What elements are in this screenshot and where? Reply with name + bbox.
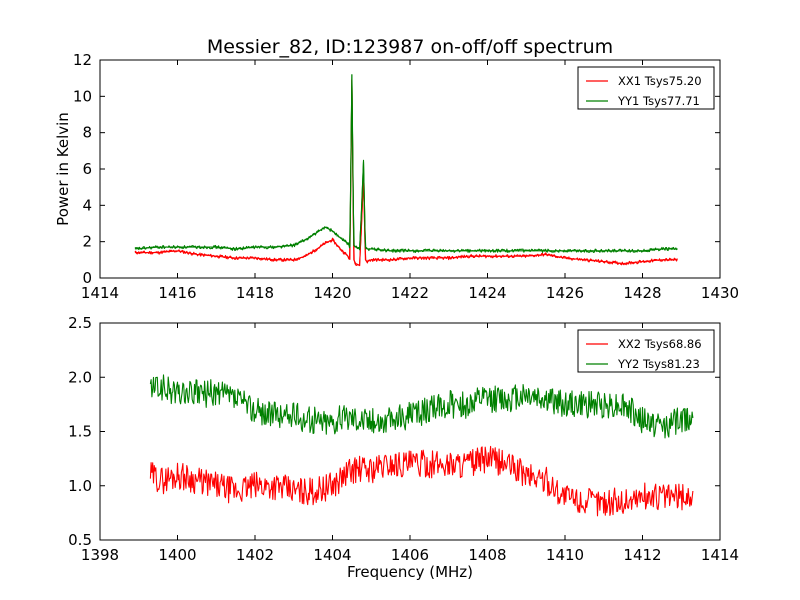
- y-tick-label: 0.5: [68, 531, 92, 549]
- legend-box: [577, 329, 715, 373]
- x-tick-label: 1424: [468, 284, 506, 302]
- figure-title: Messier_82, ID:123987 on-off/off spectru…: [207, 36, 613, 58]
- legend-entry: XX2 Tsys68.86: [618, 337, 702, 351]
- bottom-spectrum-panel: 1398 1400 1402 1404 1406 1408 1410 1412 1414 0.5 1…: [68, 314, 739, 581]
- y-tick-label: 2.5: [68, 314, 92, 332]
- y-tick-label: 1.5: [68, 423, 92, 441]
- y-tick-label: 10: [73, 87, 92, 105]
- series-peak-line-1: [134, 74, 678, 252]
- y-tick-label: 4: [82, 196, 92, 214]
- legend: XX1 Tsys75.20 YY1 Tsys77.71: [577, 66, 715, 110]
- legend-entry: XX1 Tsys75.20: [618, 74, 702, 88]
- y-tick-label: 2: [82, 233, 92, 251]
- x-tick-label: 1402: [236, 546, 274, 564]
- y-tick-label: 8: [82, 124, 92, 142]
- legend-entry: YY1 Tsys77.71: [617, 94, 700, 108]
- x-tick-label: 1404: [313, 546, 351, 564]
- x-tick-label: 1430: [701, 284, 739, 302]
- x-axis-label: Frequency (MHz): [347, 563, 473, 581]
- x-tick-label: 1426: [546, 284, 584, 302]
- y-tick-label: 0: [82, 269, 92, 287]
- x-tick-label: 1414: [701, 546, 739, 564]
- series-line-yy2-tsys81-23: [149, 374, 694, 439]
- x-tick-label: 1418: [236, 284, 274, 302]
- legend-entry: YY2 Tsys81.23: [617, 357, 700, 371]
- x-tick-label: 1410: [546, 546, 584, 564]
- x-tick-label: 1414: [81, 284, 119, 302]
- x-tick-label: 1422: [391, 284, 429, 302]
- legend-box: [577, 66, 715, 110]
- legend: XX2 Tsys68.86 YY2 Tsys81.23: [577, 329, 715, 373]
- x-tick-label: 1406: [391, 546, 429, 564]
- y-tick-label: 1.0: [68, 477, 92, 495]
- y-tick-label: 6: [82, 160, 92, 178]
- y-tick-label: 2.0: [68, 368, 92, 386]
- x-tick-label: 1416: [158, 284, 196, 302]
- x-tick-label: 1400: [158, 546, 196, 564]
- series-peak-line-0: [134, 79, 678, 267]
- x-tick-label: 1398: [81, 546, 119, 564]
- x-tick-label: 1420: [313, 284, 351, 302]
- x-tick-label: 1408: [468, 546, 506, 564]
- y-axis-label: Power in Kelvin: [54, 112, 72, 226]
- top-spectrum-panel: 1414 1416 1418 1420 1422 1424 1426 1428 1430 0 2 4 6…: [54, 51, 739, 302]
- x-tick-label: 1412: [623, 546, 661, 564]
- series-line-xx2-tsys68-86: [149, 445, 694, 517]
- y-tick-label: 12: [73, 51, 92, 69]
- x-tick-label: 1428: [623, 284, 661, 302]
